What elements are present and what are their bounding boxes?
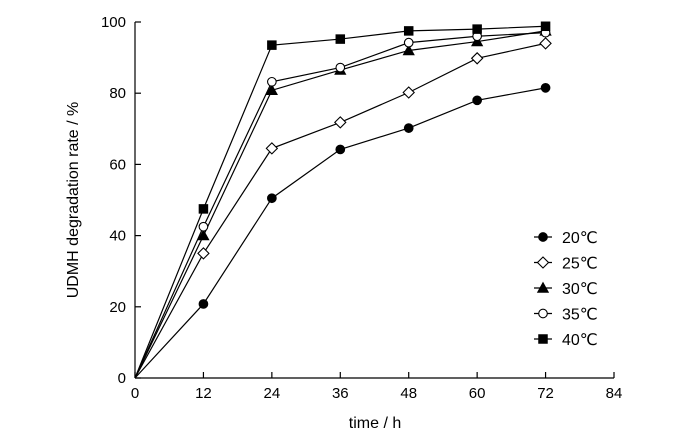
legend-item: 40℃	[534, 332, 598, 349]
data-point	[539, 37, 552, 50]
data-point	[267, 76, 277, 87]
data-point	[403, 26, 414, 36]
data-point	[403, 37, 414, 48]
x-tick-label: 84	[606, 385, 623, 402]
data-point	[402, 44, 415, 56]
legend-marker	[538, 334, 548, 344]
legend-label: 30℃	[562, 281, 598, 298]
data-point	[197, 229, 210, 241]
legend-item: 35℃	[534, 307, 598, 324]
y-tick-label: 100	[101, 14, 126, 31]
data-point	[198, 299, 209, 309]
data-point	[472, 95, 482, 106]
data-point	[470, 52, 484, 65]
series-line	[134, 32, 546, 379]
legend-item: 25℃	[534, 256, 598, 273]
y-tick-label: 60	[109, 156, 126, 173]
data-point	[198, 204, 209, 214]
data-point	[540, 21, 551, 32]
data-point	[403, 123, 414, 133]
x-tick-label: 36	[332, 385, 349, 402]
x-tick-label: 12	[195, 385, 212, 402]
legend-marker	[536, 256, 550, 269]
series-line	[134, 25, 546, 379]
legend-label: 35℃	[562, 307, 598, 324]
series-2	[134, 24, 552, 379]
series-layer	[134, 21, 552, 379]
x-tick-label: 24	[264, 385, 281, 402]
legend: 20℃ 25℃ 30℃ 35℃ 40℃	[534, 230, 598, 349]
data-point	[335, 34, 346, 44]
series-4	[134, 21, 551, 379]
legend-label: 40℃	[562, 332, 598, 349]
y-tick-label: 80	[109, 85, 126, 102]
data-point	[472, 24, 482, 34]
legend-label: 25℃	[562, 256, 598, 273]
data-point	[540, 83, 551, 93]
y-tick-label: 0	[118, 370, 126, 387]
legend-marker	[536, 281, 550, 293]
legend-marker	[538, 308, 548, 319]
data-point	[335, 62, 346, 73]
legend-label: 20℃	[562, 230, 598, 247]
x-axis-label: time / h	[349, 415, 401, 432]
data-point	[265, 142, 279, 155]
y-tick-label: 40	[109, 228, 126, 245]
data-point	[267, 193, 277, 204]
series-line	[134, 87, 546, 379]
legend-item: 30℃	[534, 281, 598, 298]
data-point	[334, 116, 347, 129]
x-tick-label: 0	[131, 385, 139, 402]
x-tick-label: 60	[469, 385, 486, 402]
data-point	[265, 84, 278, 96]
axes: 0 12 24 36 48 60 72 84 0 20 40 60 80 100	[101, 14, 622, 402]
series-3	[134, 27, 551, 379]
series-line	[134, 42, 546, 379]
x-tick-label: 72	[537, 385, 554, 402]
legend-item: 20℃	[534, 230, 598, 247]
series-line	[134, 30, 546, 379]
series-1	[134, 37, 552, 379]
data-point	[402, 86, 415, 99]
y-tick-label: 20	[109, 299, 126, 316]
y-axis-label: UDMH degradation rate / %	[65, 102, 82, 299]
data-point	[197, 247, 210, 260]
series-0	[134, 83, 551, 379]
legend-marker	[538, 232, 548, 242]
data-point	[335, 144, 346, 155]
x-tick-label: 48	[400, 385, 417, 402]
data-point	[267, 40, 277, 50]
data-point	[198, 221, 209, 232]
